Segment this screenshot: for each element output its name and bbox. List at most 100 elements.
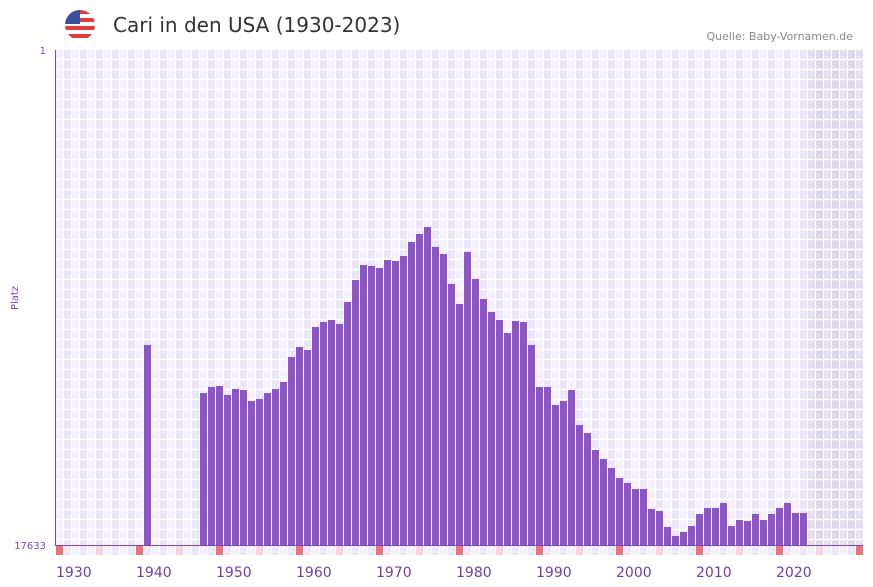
grid-column xyxy=(704,50,712,545)
bar-1955 xyxy=(256,398,263,545)
bar-1972 xyxy=(392,260,399,545)
x-tick-label: 1940 xyxy=(136,565,172,581)
grid-column xyxy=(192,50,200,545)
bar-1992 xyxy=(552,404,559,545)
x-tick-label: 1970 xyxy=(376,565,412,581)
bar-1954 xyxy=(248,400,255,545)
bar-2000 xyxy=(616,477,623,545)
bar-2011 xyxy=(704,507,711,545)
bar-1978 xyxy=(440,254,447,545)
grid-column xyxy=(824,50,832,545)
year-marker xyxy=(856,546,863,555)
bar-2023 xyxy=(800,512,807,545)
bar-1984 xyxy=(488,311,495,545)
grid-column xyxy=(744,50,752,545)
bar-1966 xyxy=(344,301,351,545)
bars xyxy=(144,226,807,546)
grid-column xyxy=(176,50,184,545)
grid-column xyxy=(280,50,288,545)
grid-column xyxy=(72,50,80,545)
grid-column xyxy=(624,50,632,545)
bar-1982 xyxy=(472,278,479,545)
grid-column xyxy=(808,50,816,545)
year-marker xyxy=(616,546,623,555)
bar-1993 xyxy=(560,400,567,545)
bar-1990 xyxy=(536,386,543,545)
grid-column xyxy=(512,50,520,545)
year-marker xyxy=(416,546,423,555)
y-tick-label: 17633 xyxy=(14,541,46,552)
year-marker xyxy=(296,546,303,555)
bar-1971 xyxy=(384,259,391,545)
bar-2017 xyxy=(752,513,759,545)
grid-column xyxy=(240,50,248,545)
x-tick-label: 1990 xyxy=(536,565,572,581)
grid-column xyxy=(616,50,624,545)
grid-column xyxy=(208,50,216,545)
bar-1956 xyxy=(264,392,271,545)
year-marker xyxy=(256,546,263,555)
grid-column xyxy=(288,50,296,545)
grid-column xyxy=(504,50,512,545)
grid-column xyxy=(608,50,616,545)
bar-2004 xyxy=(648,508,655,545)
grid-column xyxy=(272,50,280,545)
bar-1998 xyxy=(600,458,607,545)
grid-column xyxy=(168,50,176,545)
grid-column xyxy=(640,50,648,545)
grid-column xyxy=(312,50,320,545)
bar-1951 xyxy=(224,394,231,545)
grid-column xyxy=(752,50,760,545)
x-tick-label: 1930 xyxy=(56,565,92,581)
grid-column xyxy=(248,50,256,545)
x-tick-label: 2000 xyxy=(616,565,652,581)
bar-1996 xyxy=(584,432,591,545)
grid-column xyxy=(856,50,864,545)
grid-column xyxy=(136,50,144,545)
grid-column xyxy=(328,50,336,545)
year-marker xyxy=(336,546,343,555)
bar-1973 xyxy=(400,255,407,546)
x-tick-label: 2010 xyxy=(696,565,732,581)
bar-2001 xyxy=(624,482,631,545)
grid-column xyxy=(728,50,736,545)
grid-column xyxy=(840,50,848,545)
bar-1969 xyxy=(368,265,375,545)
grid-column xyxy=(712,50,720,545)
grid-column xyxy=(120,50,128,545)
grid-column xyxy=(224,50,232,545)
bar-1963 xyxy=(320,321,327,545)
grid-column xyxy=(656,50,664,545)
chart-title: Cari in den USA (1930-2023) xyxy=(113,13,401,37)
grid-column xyxy=(496,50,504,545)
bar-1995 xyxy=(576,424,583,545)
bar-2002 xyxy=(632,488,639,545)
bar-1950 xyxy=(216,385,223,545)
bar-1959 xyxy=(288,356,295,545)
year-marker xyxy=(96,546,103,555)
bar-1983 xyxy=(480,298,487,545)
grid-column xyxy=(544,50,552,545)
grid-column xyxy=(760,50,768,545)
grid-column xyxy=(776,50,784,545)
grid-column xyxy=(528,50,536,545)
grid-column xyxy=(184,50,192,545)
bar-2016 xyxy=(744,520,751,545)
bar-1957 xyxy=(272,388,279,545)
grid-column xyxy=(232,50,240,545)
bar-1967 xyxy=(352,279,359,545)
grid-column xyxy=(664,50,672,545)
x-tick-label: 1960 xyxy=(296,565,332,581)
bar-2010 xyxy=(696,513,703,545)
bar-2019 xyxy=(768,513,775,545)
grid-column xyxy=(784,50,792,545)
bar-1974 xyxy=(408,241,415,546)
bar-2021 xyxy=(784,502,791,545)
bar-1980 xyxy=(456,303,463,545)
grid-column xyxy=(848,50,856,545)
bar-1977 xyxy=(432,246,439,546)
bar-1975 xyxy=(416,233,423,546)
decade-markers xyxy=(56,546,863,555)
grid-column xyxy=(296,50,304,545)
bar-2006 xyxy=(664,526,671,545)
